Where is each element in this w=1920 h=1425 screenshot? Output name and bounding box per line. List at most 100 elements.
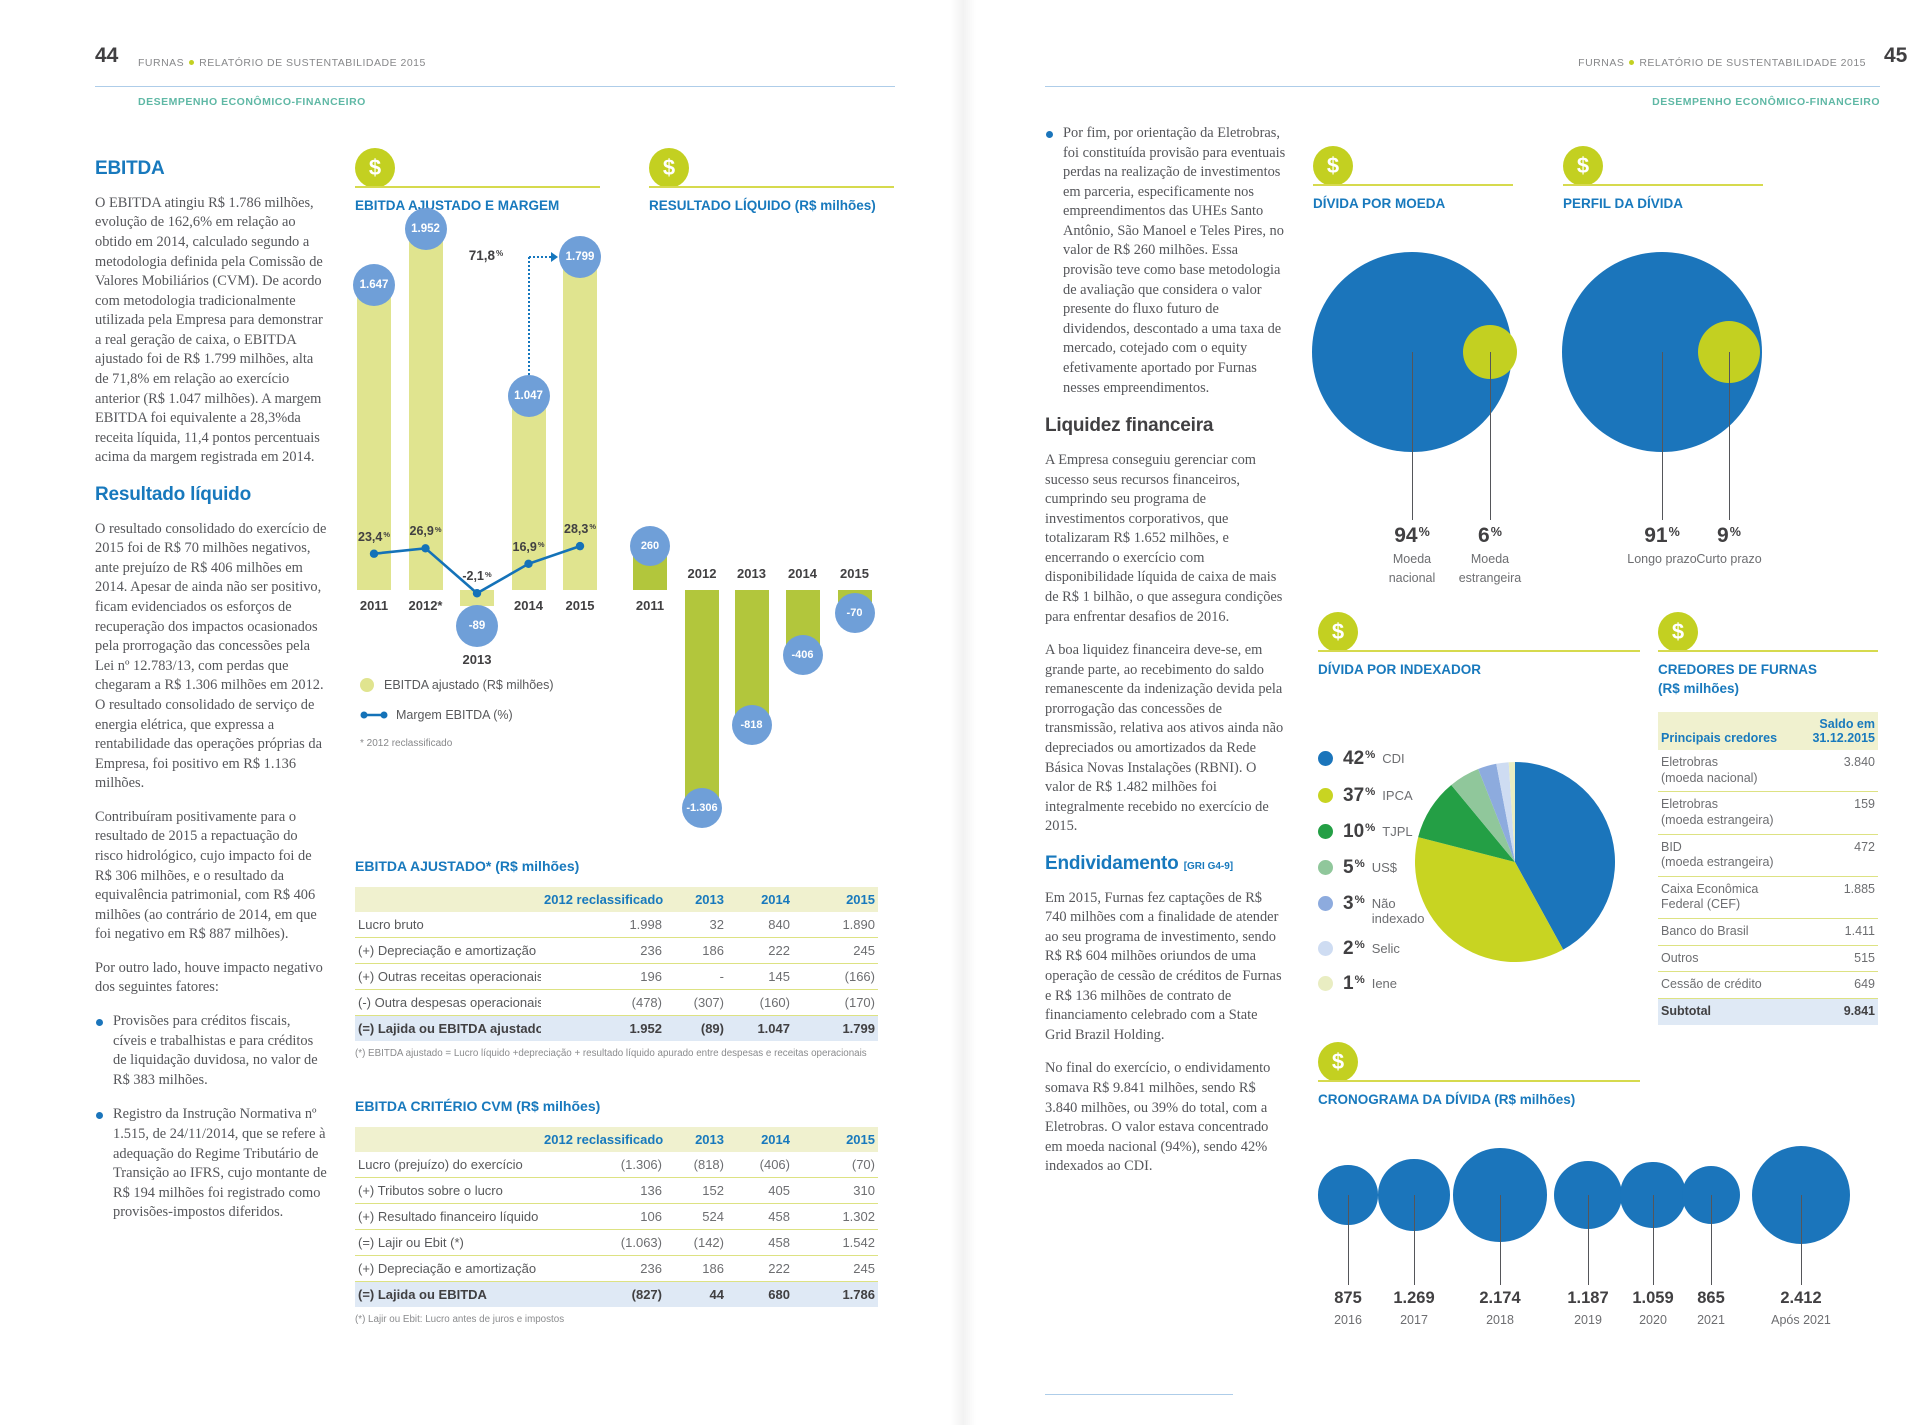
cell-value: 222 (727, 937, 793, 964)
slice-label: Moeda (1392, 552, 1432, 566)
financial-table: 2012 reclassificado 2013 2014 2015 Lucro (pr… (355, 1127, 878, 1307)
creditor-value: 1.411 (1786, 918, 1878, 946)
legend-swatch-icon (360, 678, 374, 692)
cell-value: 196 (541, 963, 665, 990)
dollar-icon: $ (1318, 612, 1358, 652)
legend-line-icon (360, 711, 388, 719)
bubble-value-2018: 2.174 (1479, 1289, 1521, 1307)
cell-value: 152 (665, 1177, 727, 1204)
creditor-name: Eletrobras (moeda estrangeira) (1658, 791, 1786, 835)
section-label-right: DESEMPENHO ECONÔMICO-FINANCEIRO (1652, 96, 1880, 108)
slice-label: nacional (1388, 571, 1436, 585)
axis-year-2011: 2011 (635, 598, 665, 613)
cell-value: (827) (541, 1281, 665, 1307)
axis-year-2011: 2011 (359, 598, 389, 613)
value-circle-2012: -1.306 (682, 788, 722, 829)
slice-pct-Moeda estrangeira: 6% (1478, 524, 1502, 547)
bubble-year-2019: 2019 (1574, 1313, 1602, 1327)
column-header: Saldo em 31.12.2015 (1786, 712, 1878, 750)
financial-table: 2012 reclassificado 2013 2014 2015 Lucro bru… (355, 887, 878, 1041)
subtotal-value: 9.841 (1786, 998, 1878, 1025)
axis-year-2015: 2015 (565, 598, 595, 613)
legend-item-Iene: 1% Iene (1318, 973, 1397, 995)
row-label: (-) Outra despesas operacionais (355, 989, 541, 1016)
legend-swatch-icon (1318, 941, 1333, 956)
cell-value: 245 (793, 1255, 878, 1282)
row-label: (=) Lajida ou EBITDA (355, 1281, 541, 1307)
column-header (355, 1127, 541, 1152)
pie-slice-Não indexado (1478, 763, 1515, 862)
creditor-name: Banco do Brasil (1658, 918, 1786, 946)
table-row: (+) Resultado financeiro líquido 106 524 45… (355, 1203, 878, 1230)
bullet-icon (96, 1019, 103, 1027)
cell-value: 1.047 (727, 1015, 793, 1041)
legend-value: 3% (1343, 893, 1365, 914)
pie-slice-Iene (1508, 762, 1515, 862)
chart-title-ebitda-margem: EBITDA AJUSTADO E MARGEM (355, 198, 560, 213)
chart-title-cronograma: CRONOGRAMA DA DÍVIDA (R$ milhões) (1318, 1092, 1576, 1107)
slice-label: Moeda (1470, 552, 1510, 566)
column-header: 2013 (665, 1127, 727, 1152)
cell-value: 32 (665, 912, 727, 938)
legend-item-IPCA: 37% IPCA (1318, 785, 1413, 807)
bullet-icon (96, 1112, 103, 1120)
creditor-value: 1.885 (1786, 876, 1878, 920)
column-header: 2012 reclassificado (541, 887, 665, 912)
legend-label: Iene (1371, 976, 1398, 991)
bubble-value-2019: 1.187 (1567, 1289, 1609, 1307)
bubble-2021 (1681, 1165, 1741, 1225)
cell-value: (160) (727, 989, 793, 1016)
row-label: (+) Depreciação e amortização (355, 1255, 541, 1282)
chart-rule (1563, 184, 1763, 186)
legend-value: 10% (1343, 821, 1376, 842)
chart-title-perfil-divida: PERFIL DA DÍVIDA (1563, 196, 1684, 211)
brand-dot-icon (1629, 60, 1635, 66)
legend-swatch-icon (1318, 896, 1333, 911)
value-circle-2013: -818 (731, 705, 772, 746)
cell-value: (170) (793, 989, 878, 1016)
leader-line (1414, 1195, 1415, 1285)
annotation-arrow-icon (551, 252, 558, 262)
table-ebitda-ajustado: EBITDA AJUSTADO* (R$ milhões) 2012 reclas… (355, 858, 878, 1059)
dollar-icon: $ (355, 148, 395, 188)
bubble-value-2017: 1.269 (1393, 1289, 1435, 1307)
axis-year-2014: 2014 (788, 566, 817, 581)
column-header: 2014 (727, 1127, 793, 1152)
table-row: Eletrobras (moeda estrangeira) 159 (1658, 791, 1878, 835)
slice-label: Curto prazo (1696, 552, 1762, 566)
table-total-row: (=) Lajida ou EBITDA (827) 44 680 1.786 (355, 1281, 878, 1307)
row-label: (+) Depreciação e amortização (355, 937, 541, 964)
cell-value: 245 (793, 937, 878, 964)
bubble-value-2020: 1.059 (1632, 1289, 1674, 1307)
list-item: Por fim, por orientação da Eletrobras, f… (1045, 124, 1287, 398)
cell-value: 680 (727, 1281, 793, 1307)
paragraph: O EBITDA atingiu R$ 1.786 milhões, evolu… (95, 194, 323, 466)
table-row: (+) Depreciação e amortização 236 186 222 24… (355, 1255, 878, 1282)
slice-label: estrangeira (1458, 571, 1522, 585)
legend-value: 1% (1343, 973, 1365, 994)
leader-line (1662, 352, 1663, 520)
margem-label-2014: 16,9% (512, 539, 545, 554)
legend-label: CDI (1382, 751, 1405, 766)
paragraph: Em 2015, Furnas fez captações de R$ 740 … (1045, 889, 1282, 1043)
cell-value: 524 (665, 1203, 727, 1230)
legend-label: US$ (1371, 860, 1398, 875)
leader-line (1729, 352, 1730, 520)
bar-2015 (563, 257, 597, 590)
page-number-left: 44 (95, 44, 119, 67)
paragraph: A Empresa conseguiu gerenciar com sucess… (1045, 451, 1283, 625)
leader-line (1801, 1195, 1802, 1285)
value-circle-2013: -89 (456, 605, 498, 648)
brand-name: FURNAS (138, 57, 185, 69)
bar-2012 (685, 590, 719, 813)
chart-rule (355, 186, 600, 188)
legend-value: 42% (1343, 748, 1376, 769)
chart-legend: EBITDA ajustado (R$ milhões) Margem EBIT… (360, 678, 600, 749)
row-label: (+) Tributos sobre o lucro (355, 1177, 541, 1204)
axis-year-2013: 2013 (737, 566, 766, 581)
axis-year-2012*: 2012* (408, 598, 443, 613)
cell-value: 1.786 (793, 1281, 878, 1307)
cell-value: (166) (793, 963, 878, 990)
bubble-year-Após 2021: Após 2021 (1771, 1313, 1831, 1327)
table-row: BID (moeda estrangeira) 472 (1658, 834, 1878, 877)
